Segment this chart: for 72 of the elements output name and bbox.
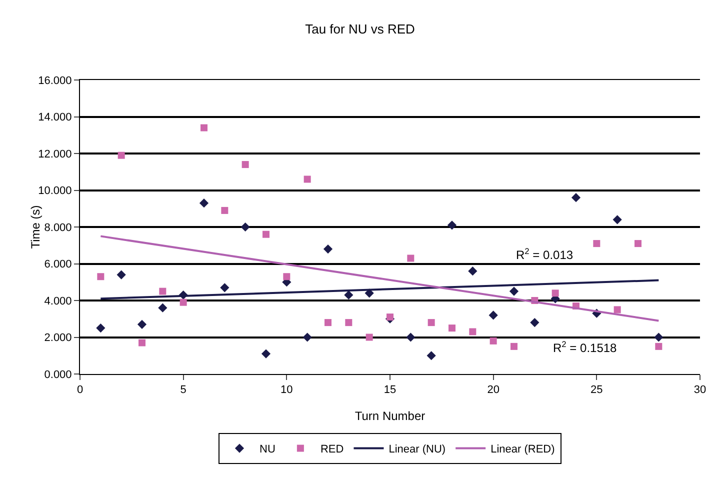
point — [242, 161, 249, 168]
point — [552, 290, 559, 297]
point — [447, 220, 457, 230]
legend-label: Linear (NU) — [388, 444, 446, 456]
point — [96, 324, 106, 333]
y-tick-label: 12.000 — [38, 148, 72, 160]
y-tick-label: 4.000 — [44, 295, 72, 308]
point — [530, 318, 540, 328]
point — [386, 314, 394, 321]
point — [199, 198, 209, 208]
y-tick-label: 6.000 — [44, 258, 72, 271]
point — [345, 319, 352, 326]
point — [116, 270, 126, 280]
annotation: R$^{2}$ = 0.1518 — [553, 339, 618, 356]
x-tick-label: 0 — [76, 384, 84, 396]
point — [240, 222, 250, 232]
point — [221, 206, 228, 214]
x-tick-label: 5 — [180, 384, 186, 396]
point — [612, 215, 622, 224]
point — [302, 332, 312, 342]
legend-label: Linear (RED) — [490, 444, 555, 456]
x-tick-label: 10 — [280, 384, 293, 396]
y-axis-title: Time (s) — [28, 205, 42, 249]
point — [159, 288, 166, 295]
point — [344, 290, 354, 300]
y-tick-label: 2.000 — [44, 332, 72, 344]
point — [406, 332, 416, 342]
point — [262, 230, 270, 238]
point — [448, 324, 456, 332]
point — [509, 286, 519, 296]
legend-label: RED — [320, 444, 344, 456]
point — [220, 283, 230, 292]
point — [323, 244, 333, 254]
point — [261, 349, 271, 358]
point — [200, 124, 208, 132]
point — [426, 351, 436, 360]
point — [614, 306, 621, 314]
x-tick-label: 15 — [384, 384, 396, 396]
point — [593, 240, 600, 248]
point — [634, 240, 642, 248]
x-tick-label: 30 — [694, 384, 706, 396]
point — [324, 319, 332, 326]
point — [97, 273, 104, 280]
point — [180, 298, 187, 306]
y-tick-label: 16.000 — [38, 74, 72, 87]
point — [468, 266, 478, 276]
x-tick-label: 20 — [487, 384, 500, 396]
point — [366, 334, 373, 341]
point — [469, 328, 476, 336]
x-tick-label: 25 — [590, 384, 603, 396]
chart-title: Tau for NU vs RED — [305, 21, 415, 36]
point — [407, 254, 414, 262]
point — [158, 303, 168, 312]
y-tick-label: 0.000 — [44, 368, 72, 381]
annotation: R$^{2}$ = 0.013 — [516, 246, 574, 262]
point — [488, 310, 498, 320]
point — [283, 273, 290, 280]
x-axis-title: Turn Number — [354, 409, 426, 423]
point — [654, 332, 664, 342]
point — [138, 339, 146, 346]
point — [428, 319, 435, 326]
y-tick-label: 10.000 — [38, 185, 72, 198]
point — [118, 152, 125, 159]
legend-label: NU — [260, 444, 276, 456]
point — [571, 193, 581, 202]
point — [655, 342, 662, 350]
point — [137, 320, 147, 329]
point — [490, 337, 497, 344]
point — [304, 176, 311, 183]
y-tick-label: 8.000 — [44, 222, 72, 234]
y-tick-label: 14.000 — [38, 112, 72, 124]
point — [510, 342, 518, 350]
